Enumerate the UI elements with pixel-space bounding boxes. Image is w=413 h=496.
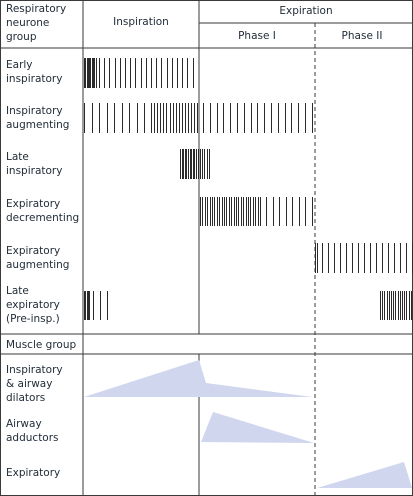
expiration-header: Expiration — [279, 5, 332, 17]
row-late-expiratory-label-2: expiratory — [6, 299, 60, 311]
inspiration-header: Inspiration — [113, 16, 169, 28]
row-early-inspiratory-label-1: Early — [6, 59, 33, 71]
group-header-line-1: Respiratory — [6, 3, 66, 15]
neurone-row-labels: Early inspiratory Inspiratory augmenting… — [6, 59, 79, 325]
row-late-inspiratory-label-1: Late — [6, 151, 29, 163]
muscle-row-adductors-label-2: adductors — [6, 432, 59, 444]
muscle-row-expiratory-label-1: Expiratory — [6, 467, 60, 479]
expiratory-activity — [317, 462, 412, 488]
inspiratory-dilators-activity — [84, 360, 312, 397]
muscle-row-adductors-label-1: Airway — [6, 418, 42, 430]
muscle-activity — [84, 360, 412, 488]
phase2-header: Phase II — [342, 30, 383, 42]
phase1-header: Phase I — [238, 30, 276, 42]
row-expiratory-decrementing-label-1: Expiratory — [6, 198, 60, 210]
row-late-expiratory-label-1: Late — [6, 285, 29, 297]
muscle-row-inspiratory-label-2: & airway — [6, 378, 52, 390]
muscle-row-labels: Muscle group Inspiratory & airway dilato… — [6, 339, 77, 479]
group-header-line-3: group — [6, 31, 37, 43]
airway-adductors-activity — [201, 412, 314, 443]
row-late-inspiratory-label-2: inspiratory — [6, 165, 62, 177]
header: Respiratory neurone group Inspiration Ex… — [6, 3, 382, 43]
row-expiratory-augmenting-label-1: Expiratory — [6, 245, 60, 257]
muscle-row-inspiratory-label-3: dilators — [6, 392, 45, 404]
group-header-line-2: neurone — [6, 17, 49, 29]
muscle-group-header: Muscle group — [6, 339, 77, 351]
row-late-expiratory-label-3: (Pre-insp.) — [6, 313, 60, 325]
row-early-inspiratory-label-2: inspiratory — [6, 73, 62, 85]
row-inspiratory-augmenting-label-2: augmenting — [6, 119, 69, 131]
row-inspiratory-augmenting-label-1: Inspiratory — [6, 105, 63, 117]
row-expiratory-decrementing-label-2: decrementing — [6, 212, 79, 224]
muscle-row-inspiratory-label-1: Inspiratory — [6, 364, 63, 376]
row-expiratory-augmenting-label-2: augmenting — [6, 259, 69, 271]
spike-trains — [84, 58, 413, 320]
